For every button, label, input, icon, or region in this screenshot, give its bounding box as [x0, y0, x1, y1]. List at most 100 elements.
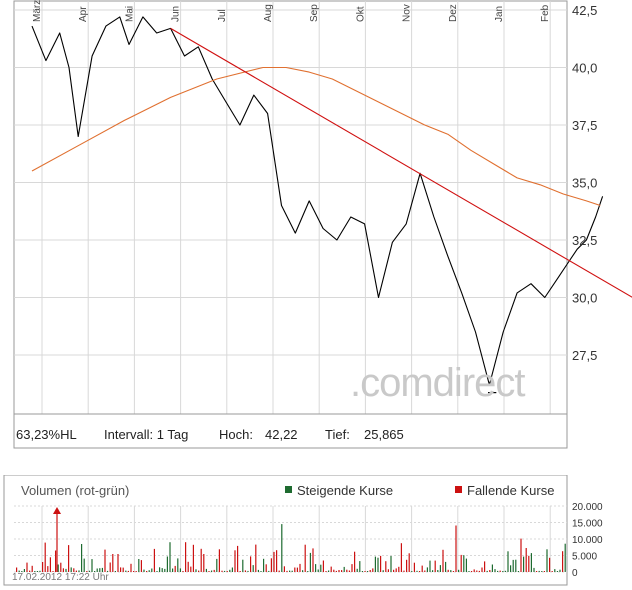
- volume-bar: [538, 570, 540, 572]
- price-line: [31, 16, 604, 386]
- interval-label: Intervall: 1 Tag: [104, 427, 189, 442]
- volume-bar: [489, 570, 491, 572]
- volume-bar: [216, 558, 218, 572]
- y-tick-label: 37,5: [572, 118, 597, 133]
- volume-bar: [68, 545, 70, 572]
- volume-bar: [380, 555, 382, 572]
- volume-spike-arrow: [53, 507, 61, 514]
- info-row-frame: [13, 413, 568, 449]
- volume-bar: [512, 559, 514, 572]
- volume-bar: [263, 558, 265, 572]
- volume-y-tick-label: 20.000: [572, 502, 603, 513]
- volume-bar: [346, 569, 348, 572]
- volume-bar: [177, 558, 179, 572]
- volume-bar: [86, 571, 88, 572]
- volume-bar: [190, 566, 192, 572]
- volume-bar: [546, 549, 548, 572]
- volume-bar: [151, 568, 153, 572]
- volume-bar: [387, 569, 389, 572]
- volume-bar: [320, 564, 322, 572]
- legend-falling: Fallende Kurse: [455, 483, 554, 498]
- volume-bar: [400, 543, 402, 572]
- volume-bar: [437, 570, 439, 572]
- volume-bar: [70, 567, 72, 572]
- volume-bar: [148, 570, 150, 572]
- volume-bar: [221, 570, 223, 572]
- volume-bar: [78, 570, 80, 572]
- volume-bar: [476, 570, 478, 572]
- volume-bar: [333, 569, 335, 572]
- volume-bar: [88, 570, 90, 572]
- volume-bar: [138, 559, 140, 572]
- volume-bar: [302, 570, 304, 572]
- volume-bar: [543, 571, 545, 572]
- volume-bar: [442, 549, 444, 572]
- x-tick-label: Dez: [448, 4, 459, 22]
- y-tick-label: 32,5: [572, 233, 597, 248]
- volume-bar: [434, 560, 436, 572]
- volume-bar: [523, 556, 525, 572]
- volume-bar: [528, 555, 530, 572]
- volume-bar: [486, 570, 488, 572]
- volume-bar: [127, 570, 129, 572]
- volume-bar: [497, 570, 499, 572]
- volume-bar: [393, 569, 395, 572]
- volume-bar: [104, 549, 106, 572]
- volume-bar: [562, 551, 564, 572]
- volume-bar: [351, 564, 353, 572]
- volume-bar: [237, 545, 239, 572]
- volume-bar: [361, 571, 363, 572]
- volume-bar: [559, 569, 561, 572]
- volume-bar: [26, 562, 28, 572]
- volume-bar: [515, 559, 517, 572]
- legend-rising-label: Steigende Kurse: [297, 483, 394, 498]
- volume-bar: [406, 559, 408, 572]
- volume-bar: [36, 571, 38, 572]
- volume-bars: [16, 507, 566, 572]
- volume-bar: [536, 571, 538, 572]
- price-chart-ticks: 42,5 40,0 37,5 35,0 32,5 30,0 27,5 März Apr Mai Ju…: [32, 0, 597, 363]
- volume-bar: [198, 570, 200, 572]
- volume-bar: [172, 568, 174, 572]
- volume-bar: [530, 553, 532, 572]
- volume-y-tick-label: 0: [572, 568, 578, 579]
- volume-bar: [99, 568, 101, 572]
- volume-bar: [416, 570, 418, 572]
- volume-bar: [304, 544, 306, 572]
- volume-bar: [122, 567, 124, 572]
- volume-bar: [343, 566, 345, 572]
- volume-bar: [73, 568, 75, 572]
- volume-bar: [322, 560, 324, 572]
- volume-bar: [96, 568, 98, 572]
- comdirect-watermark: .comdirect: [350, 361, 525, 405]
- x-tick-label: Okt: [355, 6, 366, 22]
- volume-bar: [424, 570, 426, 572]
- volume-bar: [541, 571, 543, 572]
- volume-bar: [315, 564, 317, 572]
- volume-bar: [268, 570, 270, 572]
- volume-bar: [468, 571, 470, 572]
- price-chart-grid: [13, 0, 568, 449]
- x-tick-label: Jun: [171, 6, 182, 22]
- volume-bar: [328, 570, 330, 572]
- volume-bar: [195, 569, 197, 572]
- volume-bar: [200, 548, 202, 572]
- volume-bar: [250, 556, 252, 572]
- volume-bar: [213, 569, 215, 572]
- volume-bar: [309, 552, 311, 572]
- volume-bar: [421, 565, 423, 572]
- volume-bar: [330, 566, 332, 572]
- volume-bar: [239, 571, 241, 572]
- volume-panel-frame: [3, 475, 568, 586]
- volume-bar: [146, 571, 148, 572]
- volume-bar: [520, 538, 522, 572]
- volume-bar: [143, 569, 145, 572]
- volume-bar: [31, 565, 33, 572]
- volume-bar: [354, 551, 356, 572]
- x-tick-label: Apr: [78, 6, 89, 22]
- x-tick-label: Aug: [263, 4, 274, 22]
- volume-bar: [211, 570, 213, 572]
- volume-bar: [398, 566, 400, 572]
- volume-bar: [247, 570, 249, 572]
- volume-bar: [426, 567, 428, 572]
